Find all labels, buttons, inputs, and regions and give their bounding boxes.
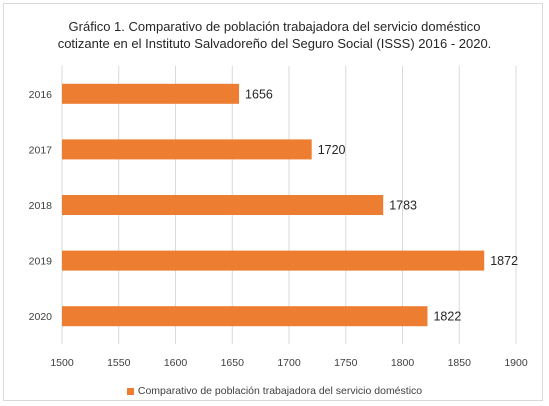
data-label: 1872 xyxy=(490,254,518,268)
x-tick-label: 1700 xyxy=(277,357,301,369)
x-tick-label: 1500 xyxy=(50,357,74,369)
bar xyxy=(62,306,428,327)
bar xyxy=(62,250,485,271)
legend: Comparativo de población trabajadora del… xyxy=(0,385,549,397)
legend-label: Comparativo de población trabajadora del… xyxy=(137,385,423,398)
x-tick-label: 1600 xyxy=(164,357,188,369)
bar xyxy=(62,139,312,160)
data-label: 1822 xyxy=(433,310,461,324)
y-category-label: 2016 xyxy=(29,89,53,101)
data-label: 1783 xyxy=(389,199,417,213)
bar xyxy=(62,83,240,104)
y-category-label: 2017 xyxy=(29,144,53,156)
x-tick-label: 1750 xyxy=(334,357,358,369)
x-tick-label: 1900 xyxy=(504,357,528,369)
y-category-label: 2019 xyxy=(29,256,53,268)
legend-swatch xyxy=(126,387,134,395)
y-category-label: 2018 xyxy=(29,200,53,212)
x-tick-label: 1650 xyxy=(221,357,245,369)
chart-title-line-2: cotizante en el Instituto Salvadoreño de… xyxy=(57,36,492,51)
x-tick-label: 1550 xyxy=(107,357,131,369)
y-category-label: 2020 xyxy=(29,311,53,323)
bar xyxy=(62,195,384,215)
data-label: 1720 xyxy=(318,143,346,157)
chart-title-line-1: Gráfico 1. Comparativo de población trab… xyxy=(68,19,481,34)
data-label: 1656 xyxy=(245,87,273,101)
x-tick-label: 1800 xyxy=(391,357,415,369)
x-tick-label: 1850 xyxy=(448,357,472,369)
chart-title: Gráfico 1. Comparativo de población trab… xyxy=(0,18,549,52)
